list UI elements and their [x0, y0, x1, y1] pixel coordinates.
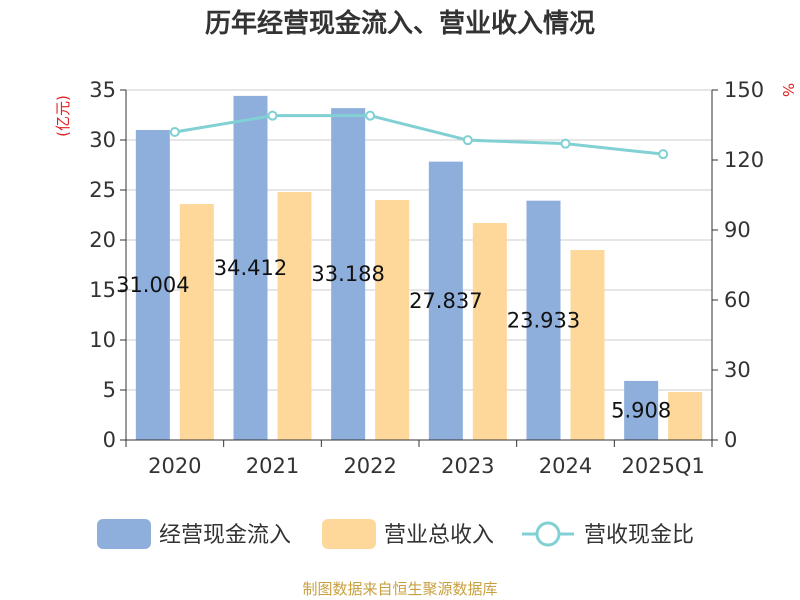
legend-label-cash-inflow: 经营现金流入 [159, 523, 291, 548]
bar [135, 129, 170, 440]
bar [331, 108, 366, 441]
data-label: 34.412 [214, 256, 287, 280]
line-point [560, 138, 571, 149]
legend-marker-ratio [535, 521, 561, 547]
left-tick-label: 35 [89, 78, 116, 102]
left-tick-label: 0 [103, 428, 116, 452]
bar [277, 192, 312, 440]
left-tick-label: 20 [89, 228, 116, 252]
bar [472, 223, 507, 440]
bar [570, 250, 605, 440]
line-point [462, 135, 473, 146]
bars [135, 95, 703, 441]
bar [526, 200, 561, 440]
right-tick-label: 150 [724, 78, 764, 102]
legend-label-revenue: 营业总收入 [384, 523, 494, 548]
x-tick-label: 2021 [246, 454, 299, 478]
legend-swatch-cash-inflow [97, 519, 151, 549]
line-point [658, 149, 669, 160]
right-tick-label: 30 [724, 358, 751, 382]
x-tick-label: 2023 [441, 454, 494, 478]
legend-swatch-revenue [322, 519, 376, 549]
left-tick-label: 5 [103, 378, 116, 402]
bar [233, 95, 268, 440]
left-tick-label: 25 [89, 178, 116, 202]
bar [428, 161, 463, 440]
axes: 0 5 10 15 20 25 30 35 0 30 60 90 120 150 2020 2021 2022 2… [89, 78, 764, 478]
left-axis-unit: (亿元) [54, 95, 72, 137]
x-tick-label: 2020 [148, 454, 201, 478]
data-label: 33.188 [311, 262, 384, 286]
right-tick-label: 0 [724, 428, 737, 452]
line-path [174, 114, 664, 156]
data-label: 5.908 [611, 398, 671, 422]
legend-label-ratio: 营收现金比 [584, 523, 694, 548]
source-note: 制图数据来自恒生聚源数据库 [302, 580, 497, 598]
grid [126, 89, 712, 391]
bar [375, 200, 410, 440]
data-label: 23.933 [507, 308, 580, 332]
legend: 经营现金流入 营业总收入 营收现金比 [97, 519, 694, 549]
line-point [365, 110, 376, 121]
data-label: 27.837 [409, 289, 482, 313]
right-tick-label: 90 [724, 218, 751, 242]
left-tick-label: 15 [89, 278, 116, 302]
x-tick-label: 2024 [539, 454, 592, 478]
line-point [169, 127, 180, 137]
left-tick-label: 10 [89, 328, 116, 352]
data-label: 31.004 [116, 273, 189, 297]
right-axis-unit: % [779, 83, 797, 97]
bar [624, 380, 659, 440]
right-tick-label: 120 [724, 148, 764, 172]
x-tick-label: 2022 [343, 454, 396, 478]
data-labels: 31.004 34.412 33.188 27.837 23.933 5.908 [116, 256, 671, 423]
line-series [169, 110, 669, 160]
line-point [267, 110, 278, 121]
x-tick-label: 2025Q1 [621, 454, 704, 478]
right-tick-label: 60 [724, 288, 751, 312]
chart-title: 历年经营现金流入、营业收入情况 [205, 8, 595, 39]
bar [179, 204, 214, 440]
left-tick-label: 30 [89, 128, 116, 152]
bar [668, 392, 703, 440]
